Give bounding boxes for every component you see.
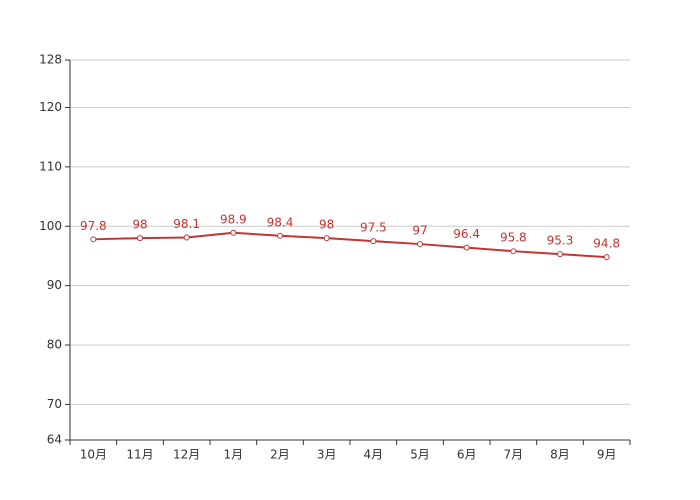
y-tick-label: 110 [39, 159, 62, 173]
data-label: 96.4 [453, 227, 480, 241]
data-label: 95.3 [547, 234, 574, 248]
line [93, 231, 607, 259]
point [90, 236, 97, 243]
data-label: 97.8 [80, 219, 107, 233]
data-label: 95.8 [500, 231, 527, 245]
point [603, 254, 610, 261]
x-tick-label: 1月 [224, 448, 244, 462]
data-label: 98 [132, 218, 147, 232]
x-tick-label: 2月 [270, 448, 290, 462]
x-tick-label: 4月 [364, 448, 384, 462]
point [510, 248, 517, 255]
y-tick-label: 80 [47, 338, 62, 352]
point [370, 238, 377, 245]
data-label: 98 [319, 218, 334, 232]
point [230, 229, 237, 236]
point [277, 232, 283, 239]
point [323, 235, 330, 242]
x-tick-label: 9月 [597, 448, 617, 462]
data-label: 98.4 [267, 215, 294, 229]
y-tick-label: 120 [39, 100, 62, 114]
y-tick-label: 100 [39, 219, 62, 233]
data-label: 98.9 [220, 212, 247, 226]
y-tick-label: 64 [47, 433, 62, 447]
x-tick-label: 5月 [410, 448, 430, 462]
x-tick-label: 6月 [457, 448, 477, 462]
x-tick-label: 10月 [80, 448, 107, 462]
data-label: 98.1 [173, 217, 200, 231]
data-label: 94.8 [593, 237, 620, 251]
y-tick-label: 70 [47, 397, 62, 411]
point [417, 241, 423, 248]
x-tick-label: 8月 [550, 448, 570, 462]
data-label: 97 [412, 224, 427, 238]
x-tick-label: 7月 [504, 448, 524, 462]
point [183, 234, 190, 241]
data-label: 97.5 [360, 221, 387, 235]
point [463, 244, 470, 251]
y-tick-label: 128 [39, 53, 62, 67]
point [557, 251, 563, 258]
x-tick-label: 11月 [126, 448, 153, 462]
x-tick-label: 3月 [317, 448, 337, 462]
y-tick-label: 90 [47, 278, 62, 292]
point [137, 235, 143, 242]
x-tick-label: 12月 [173, 448, 200, 462]
